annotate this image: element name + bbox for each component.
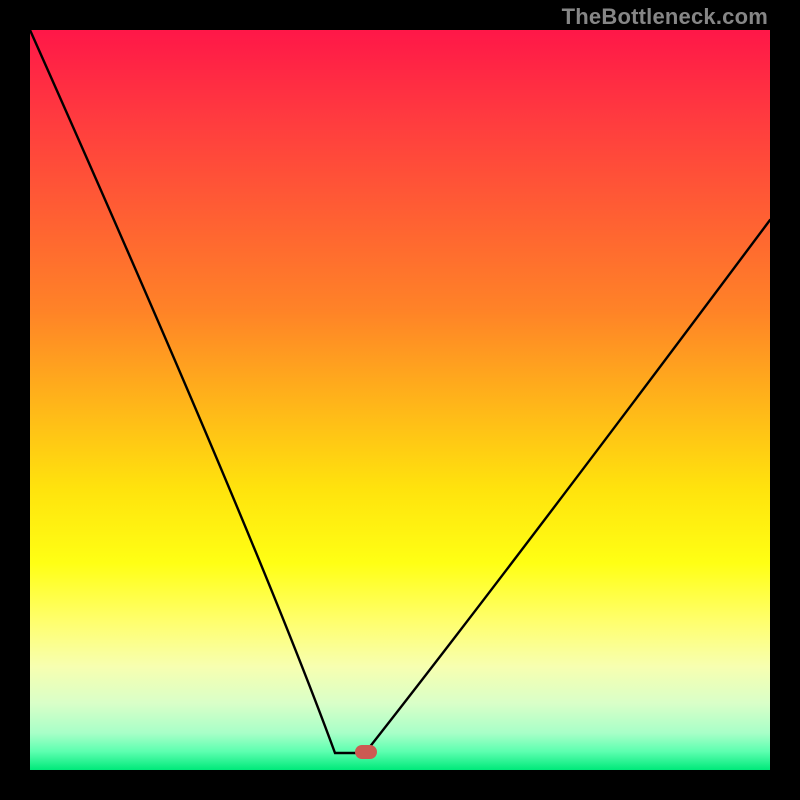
valley-marker [355,745,377,759]
v-curve-path [30,30,770,753]
bottleneck-curve [0,0,800,800]
chart-frame: TheBottleneck.com [0,0,800,800]
